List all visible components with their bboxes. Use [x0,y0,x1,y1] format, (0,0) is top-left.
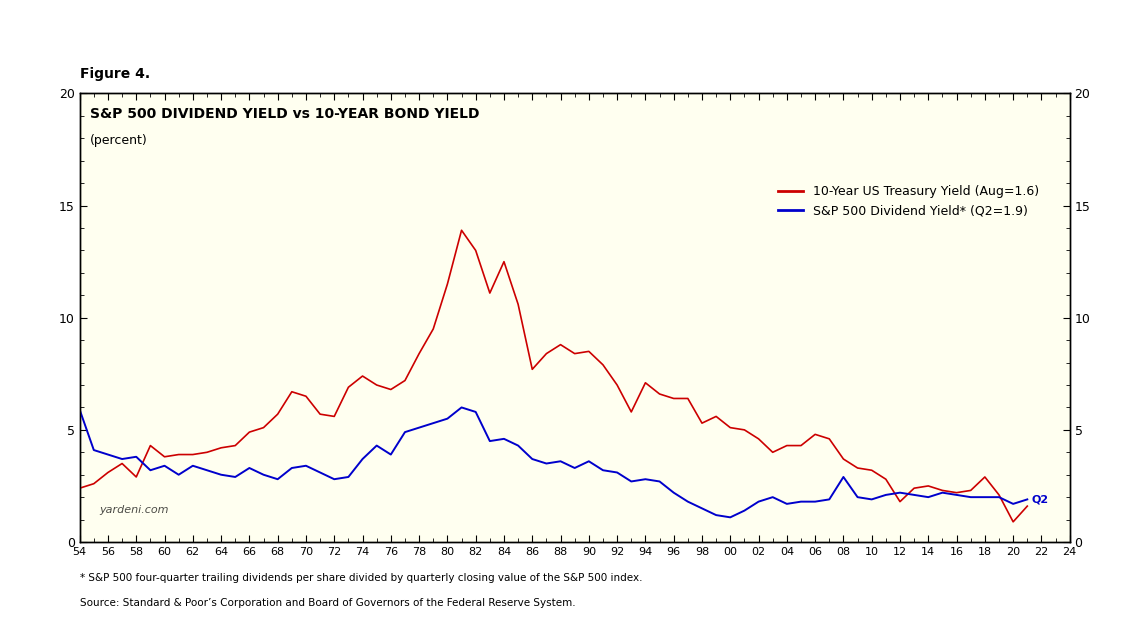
Text: yardeni.com: yardeni.com [99,505,168,515]
Text: Q2: Q2 [1031,495,1048,505]
Text: Source: Standard & Poor’s Corporation and Board of Governors of the Federal Rese: Source: Standard & Poor’s Corporation an… [80,598,576,608]
Legend: 10-Year US Treasury Yield (Aug=1.6), S&P 500 Dividend Yield* (Q2=1.9): 10-Year US Treasury Yield (Aug=1.6), S&P… [773,181,1044,222]
Text: (percent): (percent) [90,134,147,147]
Text: Figure 4.: Figure 4. [80,67,150,81]
Text: * S&P 500 four-quarter trailing dividends per share divided by quarterly closing: * S&P 500 four-quarter trailing dividend… [80,573,642,583]
Text: S&P 500 DIVIDEND YIELD vs 10-YEAR BOND YIELD: S&P 500 DIVIDEND YIELD vs 10-YEAR BOND Y… [90,107,479,121]
